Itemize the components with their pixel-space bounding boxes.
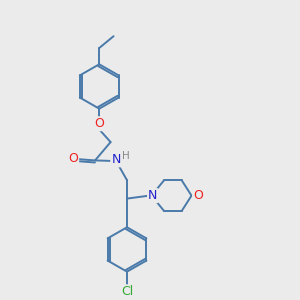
Text: H: H	[122, 151, 130, 161]
Text: O: O	[94, 117, 104, 130]
Text: N: N	[111, 153, 121, 166]
Text: O: O	[193, 189, 203, 202]
Text: O: O	[68, 152, 78, 165]
Text: Cl: Cl	[121, 285, 133, 298]
Text: N: N	[148, 189, 158, 202]
